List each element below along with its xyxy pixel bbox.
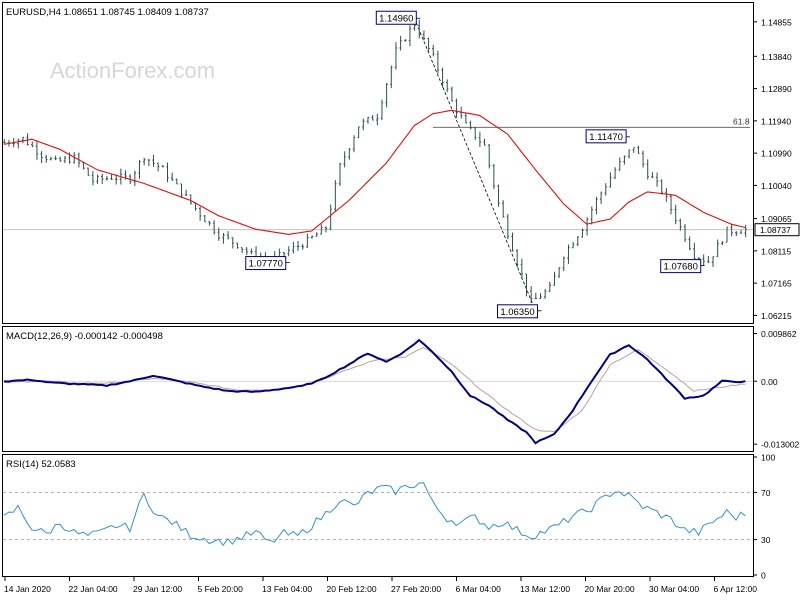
price-label-text: 1.07680 bbox=[664, 262, 698, 273]
main-title: EURUSD,H4 1.08651 1.08745 1.08409 1.0873… bbox=[6, 7, 209, 18]
price-label-text: 1.07770 bbox=[249, 259, 283, 270]
rsi-ytick-label: 70 bbox=[761, 488, 771, 498]
xtick-label: 5 Feb 20:00 bbox=[198, 584, 244, 594]
fib-level-label: 61.8 bbox=[733, 116, 750, 126]
xtick-label: 13 Feb 04:00 bbox=[262, 584, 312, 594]
main-ytick-label: 1.07165 bbox=[761, 279, 792, 289]
price-label-text: 1.06350 bbox=[500, 307, 534, 318]
macd-ytick-label: 0.00 bbox=[761, 377, 778, 387]
xtick-label: 13 Mar 12:00 bbox=[520, 584, 570, 594]
current-price-tag: 1.08737 bbox=[755, 224, 799, 236]
main-ytick-label: 1.08115 bbox=[761, 246, 791, 256]
main-panel bbox=[3, 3, 754, 324]
xtick-label: 6 Mar 04:00 bbox=[456, 584, 502, 594]
rsi-ytick-label: 100 bbox=[761, 453, 775, 463]
main-ytick-label: 1.10990 bbox=[761, 149, 792, 159]
watermark: ActionForex.com bbox=[50, 58, 215, 83]
price-label: 1.14960 bbox=[376, 11, 420, 24]
price-label: 1.07770 bbox=[246, 257, 290, 270]
xtick-label: 22 Jan 04:00 bbox=[69, 584, 118, 594]
price-label: 1.11470 bbox=[586, 130, 630, 143]
xtick-label: 30 Mar 04:00 bbox=[649, 584, 699, 594]
current-price-label: 1.08737 bbox=[760, 225, 791, 235]
macd-title: MACD(12,26,9) -0.000142 -0.000498 bbox=[6, 331, 163, 342]
macd-panel bbox=[3, 327, 754, 452]
xtick-label: 14 Jan 2020 bbox=[4, 584, 51, 594]
main-ytick-label: 1.14855 bbox=[761, 17, 792, 27]
price-label: 1.07680 bbox=[661, 260, 705, 273]
xtick-label: 20 Feb 12:00 bbox=[327, 584, 377, 594]
xtick-label: 20 Mar 20:00 bbox=[585, 584, 635, 594]
rsi-ytick-label: 30 bbox=[761, 535, 771, 545]
rsi-ytick-label: 0 bbox=[761, 571, 766, 581]
price-label: 1.06350 bbox=[498, 305, 542, 318]
main-ytick-label: 1.11940 bbox=[761, 116, 791, 126]
rsi-title: RSI(14) 52.0583 bbox=[6, 459, 76, 470]
xtick-label: 27 Feb 20:00 bbox=[391, 584, 441, 594]
main-ytick-label: 1.06215 bbox=[761, 311, 792, 321]
macd-ytick-label: -0.013002 bbox=[761, 440, 800, 450]
main-ytick-label: 1.12890 bbox=[761, 84, 792, 94]
price-label-text: 1.11470 bbox=[589, 132, 623, 143]
macd-ytick-label: 0.009862 bbox=[761, 329, 797, 339]
rsi-panel bbox=[3, 455, 754, 577]
xtick-label: 29 Jan 12:00 bbox=[133, 584, 182, 594]
price-label-text: 1.14960 bbox=[379, 13, 413, 24]
xtick-label: 6 Apr 12:00 bbox=[714, 584, 758, 594]
main-ytick-label: 1.10040 bbox=[761, 181, 792, 191]
main-ytick-label: 1.09065 bbox=[761, 214, 792, 224]
main-ytick-label: 1.13840 bbox=[761, 52, 792, 62]
